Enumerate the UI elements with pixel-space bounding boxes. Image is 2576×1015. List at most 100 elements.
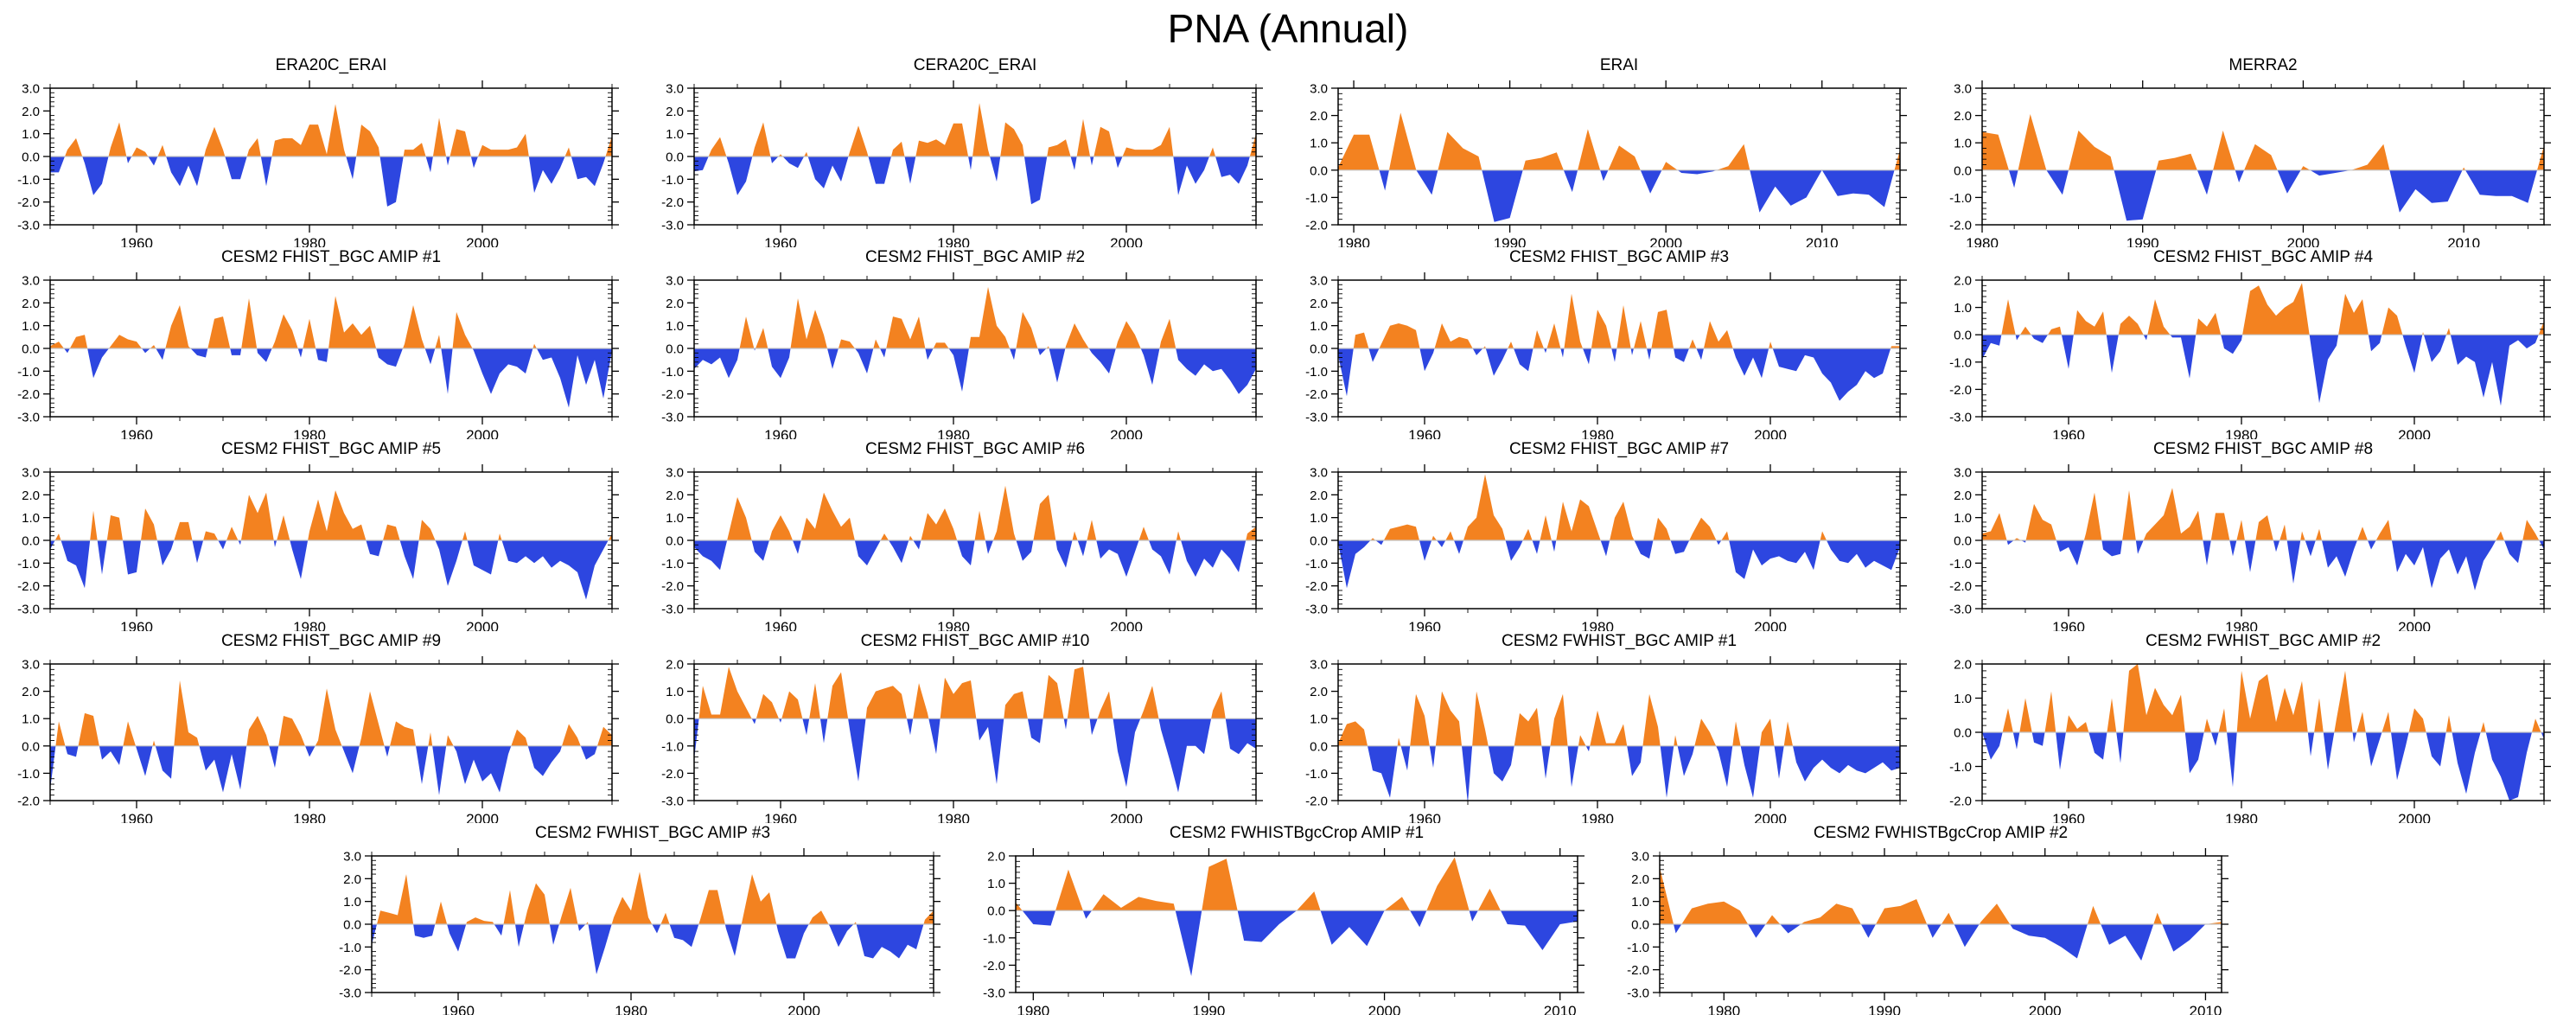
x-tick-label: 2000 (1110, 427, 1143, 439)
chart-plot-svg: -3.0 -2.0 -1.0 0.0 1.0 2.0 3.0 1960 1980 2000 (1305, 272, 1907, 439)
chart-cesm2-fhist-bgc-amip-6: CESM2 FHIST_BGC AMIP #6 -3.0 -2.0 -1.0 0.0 1.… (644, 439, 1288, 631)
chart-title: CESM2 FWHIST_BGC AMIP #2 (2145, 632, 2382, 650)
y-axis-ticks (43, 663, 619, 801)
positive-area (694, 667, 1256, 719)
positive-area (50, 680, 612, 746)
x-tick-label: 1960 (120, 811, 153, 823)
x-axis-ticks (1032, 848, 1561, 1000)
x-axis-labels: 1980 1990 2000 2010 (1017, 1003, 1576, 1015)
y-tick-label: 0.0 (22, 150, 40, 165)
x-minor-ticks (693, 468, 1257, 613)
x-tick-label: 1980 (937, 811, 970, 823)
x-tick-label: 1980 (2225, 811, 2258, 823)
y-tick-label: 3.0 (22, 274, 40, 289)
x-tick-label: 1960 (2052, 619, 2085, 631)
x-axis-ticks (1723, 848, 2207, 1000)
y-tick-label: 2.0 (1954, 658, 1972, 673)
y-minor-ticks (694, 92, 1256, 221)
y-tick-label: -1.0 (661, 739, 684, 754)
x-minor-ticks (371, 852, 934, 997)
y-tick-label: 1.0 (22, 511, 40, 526)
chart-row-5: CESM2 FWHIST_BGC AMIP #3 -3.0 -2.0 -1.0 0.0 1… (0, 823, 2576, 1015)
x-tick-label: 1960 (120, 427, 153, 439)
y-tick-label: -3.0 (1627, 986, 1649, 1001)
y-minor-ticks (694, 284, 1256, 413)
y-axis-labels: -2.0 -1.0 0.0 1.0 2.0 3.0 (1949, 82, 1972, 233)
x-tick-label: 2000 (1754, 619, 1787, 631)
x-tick-label: 1980 (1337, 235, 1370, 247)
chart-plot-svg: -2.0 -1.0 0.0 1.0 2.0 3.0 1980 1990 2000 2010 (1949, 80, 2551, 247)
y-tick-label: -1.0 (661, 365, 684, 380)
y-axis-labels: -3.0 -2.0 -1.0 0.0 1.0 2.0 3.0 (1627, 850, 1649, 1001)
y-tick-label: -2.0 (339, 963, 361, 978)
chart-erai: ERAI -2.0 -1.0 0.0 1.0 2.0 3.0 1980 1990 2000 2010 (1288, 55, 1932, 247)
negative-area (694, 348, 1256, 394)
y-tick-label: 3.0 (22, 466, 40, 481)
negative-area (1982, 732, 2544, 801)
x-axis-labels: 1980 1990 2000 2010 (1707, 1003, 2222, 1015)
y-tick-label: -1.0 (17, 173, 40, 188)
x-tick-label: 2010 (2190, 1003, 2222, 1015)
y-axis-ticks (1653, 855, 2228, 993)
x-axis-ticks (457, 848, 805, 1000)
y-tick-label: 3.0 (1310, 658, 1328, 673)
y-minor-ticks (372, 859, 934, 989)
y-tick-label: -2.0 (1949, 579, 1972, 594)
chart-title: CESM2 FHIST_BGC AMIP #2 (864, 248, 1086, 266)
y-axis-labels: -3.0 -2.0 -1.0 0.0 1.0 2.0 (1949, 274, 1972, 425)
x-axis-ticks (2068, 464, 2415, 616)
x-axis-labels: 1960 1980 2000 (1408, 427, 1787, 439)
x-tick-label: 2010 (1806, 235, 1839, 247)
chart-cesm2-fwhistbgccrop-amip-1: CESM2 FWHISTBgcCrop AMIP #1 -3.0 -2.0 -1.0 0… (966, 823, 1610, 1015)
y-tick-label: -3.0 (1305, 411, 1328, 425)
x-minor-ticks (1981, 276, 2545, 421)
negative-area (372, 924, 934, 974)
anomaly-areas (1016, 857, 1578, 976)
y-minor-ticks (1982, 476, 2544, 605)
y-tick-label: 1.0 (22, 712, 40, 727)
y-tick-label: 1.0 (343, 895, 361, 910)
y-tick-label: -3.0 (661, 795, 684, 809)
anomaly-areas (1982, 664, 2544, 801)
y-tick-label: 2.0 (1954, 109, 1972, 124)
negative-area (1016, 910, 1578, 976)
x-axis-labels: 1960 1980 2000 (764, 811, 1143, 823)
y-tick-label: 2.0 (1310, 297, 1328, 311)
y-tick-label: -3.0 (339, 986, 361, 1001)
anomaly-areas (50, 104, 612, 207)
chart-cesm2-fwhist-bgc-amip-2: CESM2 FWHIST_BGC AMIP #2 -2.0 -1.0 0.0 1.0 2.… (1932, 631, 2576, 823)
negative-area (1982, 335, 2544, 406)
chart-plot-svg: -3.0 -2.0 -1.0 0.0 1.0 2.0 3.0 1960 1980 2000 (17, 464, 619, 631)
y-tick-label: 1.0 (666, 127, 684, 142)
chart-plot-svg: -3.0 -2.0 -1.0 0.0 1.0 2.0 3.0 1960 1980 2000 (1949, 464, 2551, 631)
y-axis-ticks (1975, 663, 2551, 801)
y-tick-label: -1.0 (661, 557, 684, 571)
positive-area (1338, 474, 1900, 540)
x-tick-label: 1980 (293, 235, 326, 247)
x-tick-label: 1980 (2225, 619, 2258, 631)
y-tick-label: 2.0 (1954, 274, 1972, 289)
y-tick-label: 2.0 (666, 488, 684, 503)
y-tick-label: 1.0 (1631, 895, 1649, 910)
x-axis-labels: 1960 1980 2000 (1408, 619, 1787, 631)
y-axis-ticks (1975, 471, 2551, 610)
anomaly-areas (1338, 293, 1900, 401)
x-tick-label: 2000 (787, 1003, 820, 1015)
y-minor-ticks (1016, 860, 1578, 988)
x-axis-labels: 1960 1980 2000 (764, 427, 1143, 439)
y-axis-labels: -3.0 -2.0 -1.0 0.0 1.0 2.0 (983, 850, 1005, 1001)
x-tick-label: 1980 (937, 235, 970, 247)
chart-cesm2-fhist-bgc-amip-7: CESM2 FHIST_BGC AMIP #7 -3.0 -2.0 -1.0 0.0 1.… (1288, 439, 1932, 631)
y-tick-label: -3.0 (17, 219, 40, 233)
plot-frame (1015, 855, 1578, 993)
y-tick-label: 2.0 (666, 658, 684, 673)
x-axis-labels: 1960 1980 2000 (2052, 619, 2431, 631)
x-tick-label: 1990 (1494, 235, 1527, 247)
x-tick-label: 1980 (1581, 619, 1614, 631)
y-tick-label: 2.0 (22, 105, 40, 119)
y-minor-ticks (1982, 93, 2544, 220)
x-tick-label: 1980 (293, 811, 326, 823)
x-tick-label: 1980 (1581, 811, 1614, 823)
y-axis-ticks (687, 471, 1263, 610)
chart-cesm2-fwhistbgccrop-amip-2: CESM2 FWHISTBgcCrop AMIP #2 -3.0 -2.0 -1.0 0… (1610, 823, 2254, 1015)
